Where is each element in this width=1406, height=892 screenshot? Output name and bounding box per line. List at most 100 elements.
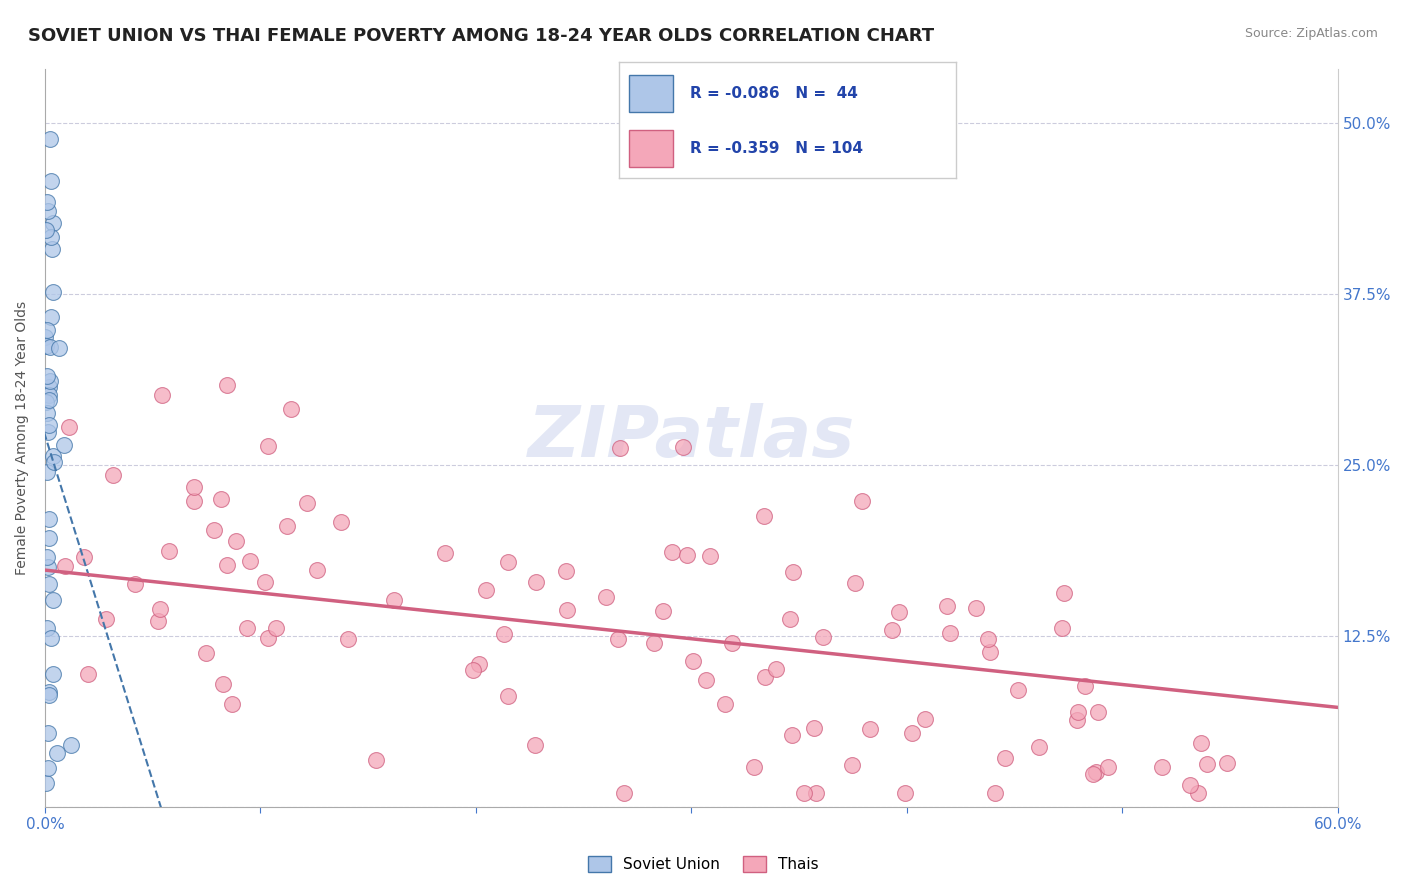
Point xyxy=(782,565,804,579)
Point xyxy=(754,509,776,524)
Point xyxy=(217,377,239,392)
Point xyxy=(806,786,828,800)
Point xyxy=(1067,705,1090,719)
Point xyxy=(37,406,59,420)
Point xyxy=(661,545,683,559)
Point xyxy=(38,685,60,699)
Point xyxy=(1152,760,1174,774)
Point xyxy=(77,667,100,681)
Point xyxy=(257,439,280,453)
Point xyxy=(803,722,825,736)
Point xyxy=(225,534,247,549)
Point xyxy=(37,425,59,439)
Point xyxy=(35,339,58,353)
Point xyxy=(938,626,960,640)
Point xyxy=(675,549,697,563)
Point xyxy=(42,593,65,607)
Point xyxy=(52,438,75,452)
Point xyxy=(37,549,59,564)
Point xyxy=(146,615,169,629)
Point xyxy=(41,230,63,244)
Point xyxy=(695,673,717,687)
Point xyxy=(59,738,82,752)
Point xyxy=(844,576,866,591)
Point xyxy=(1178,778,1201,792)
Point xyxy=(257,631,280,645)
Point xyxy=(41,242,63,256)
Point xyxy=(253,574,276,589)
Point xyxy=(35,395,58,409)
Point xyxy=(38,532,60,546)
Point xyxy=(336,632,359,646)
Point xyxy=(779,611,801,625)
Point xyxy=(901,726,924,740)
Point xyxy=(183,480,205,494)
Point xyxy=(37,560,59,574)
Point xyxy=(851,494,873,508)
Point xyxy=(1189,736,1212,750)
Point xyxy=(295,496,318,510)
Point xyxy=(38,380,60,394)
Point xyxy=(276,519,298,533)
Point xyxy=(39,631,62,645)
Point xyxy=(37,621,59,635)
Point xyxy=(73,549,96,564)
Point xyxy=(671,440,693,454)
Point xyxy=(496,689,519,703)
Point xyxy=(1084,765,1107,780)
Point xyxy=(780,728,803,742)
Point xyxy=(53,558,76,573)
Point xyxy=(1052,586,1074,600)
Point xyxy=(652,604,675,618)
Point xyxy=(765,663,787,677)
Point xyxy=(38,511,60,525)
Point xyxy=(38,341,60,355)
Point xyxy=(841,757,863,772)
Point xyxy=(42,449,65,463)
Point xyxy=(48,341,70,355)
Point xyxy=(38,688,60,702)
Point xyxy=(211,492,233,507)
Text: SOVIET UNION VS THAI FEMALE POVERTY AMONG 18-24 YEAR OLDS CORRELATION CHART: SOVIET UNION VS THAI FEMALE POVERTY AMON… xyxy=(28,27,934,45)
Point xyxy=(101,467,124,482)
Point xyxy=(643,636,665,650)
Point xyxy=(264,621,287,635)
Point xyxy=(382,592,405,607)
Point xyxy=(42,455,65,469)
Point xyxy=(195,646,218,660)
Point xyxy=(38,387,60,401)
Point xyxy=(202,524,225,538)
Text: R = -0.086   N =  44: R = -0.086 N = 44 xyxy=(689,87,858,102)
Point xyxy=(475,583,498,598)
Point xyxy=(595,590,617,604)
Point xyxy=(1216,756,1239,770)
Point xyxy=(58,419,80,434)
Point xyxy=(1066,713,1088,727)
Point xyxy=(463,664,485,678)
Point xyxy=(984,786,1007,800)
Point xyxy=(524,575,547,590)
Point xyxy=(936,599,959,613)
Point xyxy=(46,746,69,760)
Point xyxy=(887,606,910,620)
Text: R = -0.359   N = 104: R = -0.359 N = 104 xyxy=(689,141,862,156)
Point xyxy=(859,722,882,736)
Point xyxy=(157,543,180,558)
Point xyxy=(682,653,704,667)
Point xyxy=(914,713,936,727)
Point xyxy=(555,603,578,617)
Point xyxy=(211,677,233,691)
Point xyxy=(894,786,917,800)
Point xyxy=(714,697,737,711)
Point xyxy=(221,697,243,711)
Point xyxy=(236,621,259,635)
Legend: Soviet Union, Thais: Soviet Union, Thais xyxy=(581,848,825,880)
Point xyxy=(42,666,65,681)
Point xyxy=(742,760,765,774)
Point xyxy=(39,132,62,146)
Point xyxy=(329,515,352,529)
Point xyxy=(239,553,262,567)
Point xyxy=(1050,621,1073,635)
Point xyxy=(280,402,302,417)
Point xyxy=(124,576,146,591)
